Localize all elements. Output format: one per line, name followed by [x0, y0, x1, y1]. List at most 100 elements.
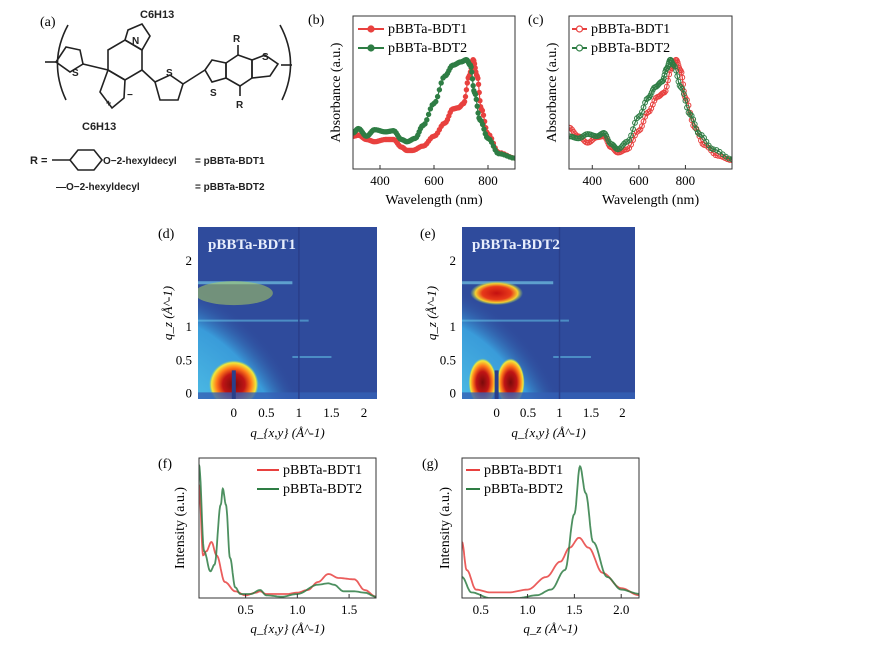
- horizon-band: [198, 392, 377, 399]
- x-tick-label: 1.5: [341, 602, 357, 617]
- beamstop-shadow: [494, 370, 499, 399]
- scattering-streak: [198, 319, 309, 322]
- plot-area: [462, 464, 639, 598]
- thiophene-middle: [154, 74, 184, 101]
- y-tick-label: 0: [450, 385, 457, 400]
- data-point: [663, 83, 670, 90]
- data-point: [630, 126, 636, 133]
- data-point: [661, 72, 668, 78]
- data-point: [603, 132, 610, 139]
- x-tick-label: 0.5: [258, 405, 274, 420]
- data-point: [682, 97, 689, 104]
- chart-e: pBBTa-BDT2 0 0.5 1 1.5 2 0 0.5 1 2 q_{x,y} (Å^-1) q…: [424, 227, 635, 440]
- data-point: [679, 74, 686, 81]
- x-tick-label: 0.5: [237, 602, 253, 617]
- legend-marker: [367, 25, 375, 33]
- bond: [182, 69, 206, 85]
- x-axis-label: q_z (Å^-1): [523, 621, 577, 636]
- data-point: [475, 110, 481, 116]
- data-point: [660, 75, 667, 82]
- data-point: [670, 62, 677, 69]
- image-title: pBBTa-BDT2: [472, 237, 560, 253]
- data-point: [463, 87, 470, 93]
- data-point: [475, 75, 481, 82]
- pi-stacking-peak: [470, 281, 524, 306]
- x-tick-label: 400: [370, 173, 390, 188]
- data-point: [480, 112, 487, 118]
- data-point: [637, 112, 644, 119]
- x-tick-label: 1: [296, 405, 303, 420]
- r1-name: = pBBTa-BDT1: [195, 156, 265, 167]
- giwaxs-image: [198, 227, 377, 399]
- x-tick-label: 0.5: [473, 602, 489, 617]
- data-point: [479, 107, 486, 114]
- legend-label: pBBTa-BDT1: [283, 463, 362, 478]
- bracket-left: [56, 24, 69, 101]
- x-axis-label: q_{x,y} (Å^-1): [250, 425, 324, 440]
- series-line-2: [462, 464, 639, 598]
- alkyl-top-label: C6H13: [140, 9, 174, 21]
- x-tick-label: 0.5: [520, 405, 536, 420]
- x-axis-label: Wavelength (nm): [602, 193, 700, 208]
- data-point: [647, 92, 654, 99]
- r1-group: O−2-hexyldecyl: [103, 156, 177, 167]
- panel-label-e: (e): [420, 227, 436, 242]
- panel-label-g: (g): [422, 457, 439, 472]
- triazole-top: [124, 23, 151, 52]
- phenyl-ring: [68, 149, 104, 171]
- bdt-thiophene-a: [204, 59, 227, 83]
- chart-d: pBBTa-BDT1 0 0.5 1 1.5 2 0 0.5 1 2 q_{x,y} (Å^-1) q…: [160, 227, 377, 440]
- data-point: [646, 108, 653, 115]
- data-point: [470, 82, 476, 89]
- data-point: [674, 59, 681, 66]
- y-axis-label: Absorbance (a.u.): [545, 42, 560, 142]
- plot-area: [569, 56, 732, 164]
- data-point: [436, 87, 443, 93]
- legend-marker: [575, 25, 584, 33]
- data-point: [648, 89, 655, 96]
- panel-label-d: (d): [158, 227, 175, 242]
- charts: pBBTa-BDT1 pBBTa-BDT2 400 600 800 Wavelength …: [160, 15, 733, 636]
- y-axis-label: Absorbance (a.u.): [329, 42, 344, 142]
- r-definition-prefix: R =: [30, 155, 47, 167]
- y-axis-label: q_z (Å^-1): [424, 286, 439, 340]
- y-tick-label: 1: [450, 319, 457, 334]
- data-point: [651, 97, 658, 104]
- plot-area: [353, 57, 515, 161]
- legend-label: pBBTa-BDT1: [484, 463, 563, 478]
- data-point: [642, 99, 648, 106]
- chart-g: pBBTa-BDT1 pBBTa-BDT2 0.5 1.0 1.5 2.0 q_z (Å^-…: [438, 457, 640, 636]
- series-line-2: [199, 464, 376, 598]
- atom-s-label: S: [72, 68, 79, 79]
- thiophene-left: [54, 46, 84, 73]
- series-line-1: [462, 536, 639, 597]
- data-point: [722, 153, 729, 160]
- x-tick-label: 1.5: [583, 405, 599, 420]
- data-point: [604, 135, 611, 142]
- plot-area: [199, 464, 376, 598]
- y-axis-label: Intensity (a.u.): [438, 487, 453, 569]
- data-point: [674, 73, 681, 80]
- pi-stacking-peak: [198, 281, 273, 306]
- x-tick-label: 1.5: [566, 602, 582, 617]
- panel-label-b: (b): [308, 13, 325, 28]
- x-axis-label: q_{x,y} (Å^-1): [511, 425, 585, 440]
- horizon-band: [462, 392, 635, 399]
- legend-label: pBBTa-BDT2: [388, 41, 467, 56]
- y-tick-label: 0: [186, 385, 193, 400]
- data-point: [481, 126, 487, 132]
- x-tick-label: 2: [619, 405, 626, 420]
- data-point: [424, 117, 430, 123]
- giwaxs-image: [462, 227, 635, 399]
- y-axis-label: Intensity (a.u.): [173, 487, 188, 569]
- data-point: [473, 96, 479, 103]
- x-tick-label: 1.0: [289, 602, 305, 617]
- legend-label: pBBTa-BDT2: [591, 41, 670, 56]
- plot-frame: [568, 15, 733, 170]
- y-axis-label: q_z (Å^-1): [160, 286, 175, 340]
- x-tick-label: 800: [676, 173, 696, 188]
- x-tick-label: 0: [493, 405, 500, 420]
- data-point: [474, 103, 480, 109]
- data-point: [475, 81, 482, 88]
